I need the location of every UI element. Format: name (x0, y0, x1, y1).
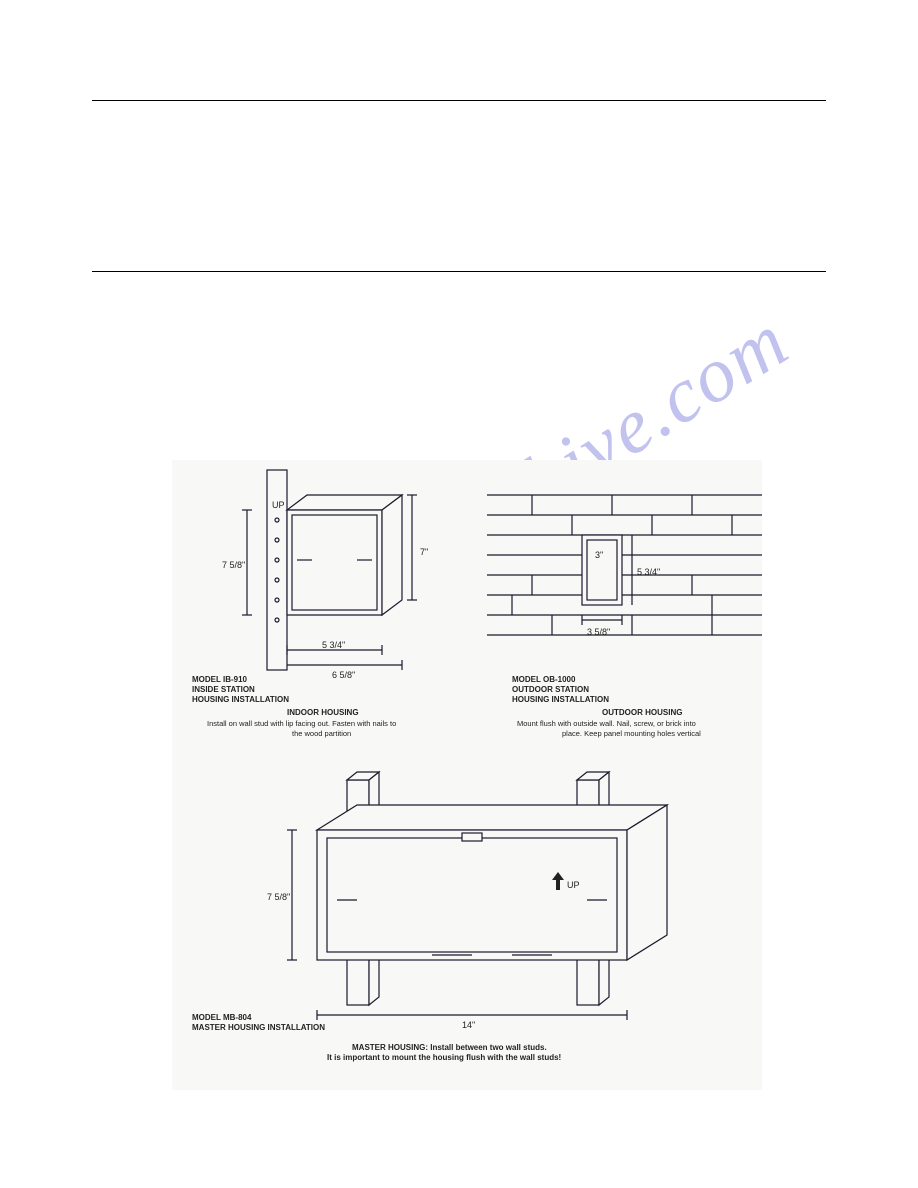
indoor-title: INDOOR HOUSING (287, 708, 359, 717)
installation-diagrams: UP 7 5/8" 7" 5 3/4" 6 5/8" (172, 460, 762, 1090)
indoor-caption-2: the wood partition (292, 729, 351, 738)
rule-top (92, 100, 826, 101)
outdoor-model-1: MODEL OB-1000 (512, 675, 576, 684)
svg-text:UP: UP (567, 880, 580, 890)
svg-text:5 3/4": 5 3/4" (322, 640, 345, 650)
indoor-model-3: HOUSING INSTALLATION (192, 695, 289, 704)
outdoor-caption-2: place. Keep panel mounting holes vertica… (562, 729, 701, 738)
svg-text:6 5/8": 6 5/8" (332, 670, 355, 680)
svg-text:5 3/4": 5 3/4" (637, 567, 660, 577)
outdoor-title: OUTDOOR HOUSING (602, 708, 682, 717)
svg-text:UP: UP (272, 500, 285, 510)
indoor-model-1: MODEL IB-910 (192, 675, 248, 684)
svg-text:7": 7" (420, 547, 428, 557)
svg-text:7 5/8": 7 5/8" (267, 892, 290, 902)
master-caption-1: MASTER HOUSING: Install between two wall… (352, 1043, 547, 1052)
svg-text:3 5/8": 3 5/8" (587, 627, 610, 637)
svg-text:7 5/8": 7 5/8" (222, 560, 245, 570)
master-model-2: MASTER HOUSING INSTALLATION (192, 1023, 325, 1032)
master-caption-2: It is important to mount the housing flu… (327, 1053, 561, 1062)
svg-text:14": 14" (462, 1020, 475, 1030)
page-content (92, 100, 826, 272)
outdoor-model-3: HOUSING INSTALLATION (512, 695, 609, 704)
outdoor-housing-diagram: 3" 5 3/4" 3 5/8" (487, 495, 762, 637)
master-housing-diagram: UP 7 5/8" 14" (267, 772, 667, 1030)
indoor-housing-diagram: UP 7 5/8" 7" 5 3/4" 6 5/8" (222, 470, 428, 680)
rule-bottom (92, 271, 826, 272)
outdoor-model-2: OUTDOOR STATION (512, 685, 589, 694)
master-model-1: MODEL MB-804 (192, 1013, 252, 1022)
indoor-caption-1: Install on wall stud with lip facing out… (207, 719, 396, 728)
indoor-model-2: INSIDE STATION (192, 685, 255, 694)
outdoor-caption-1: Mount flush with outside wall. Nail, scr… (517, 719, 696, 728)
diagram-svg: UP 7 5/8" 7" 5 3/4" 6 5/8" (172, 460, 762, 1090)
svg-text:3": 3" (595, 550, 603, 560)
